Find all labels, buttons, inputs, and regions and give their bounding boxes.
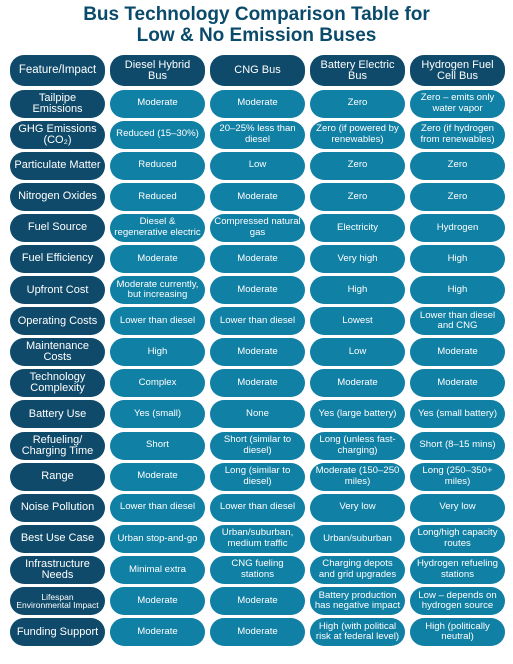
table-cell: Charging depots and grid upgrades <box>310 555 405 584</box>
table-cell: Moderate <box>210 338 305 367</box>
table-cell: Moderate <box>210 587 305 615</box>
table-cell: Moderate currently, but increasing <box>110 276 205 305</box>
table-cell: Lower than diesel <box>110 493 205 522</box>
row-label: Range <box>10 462 105 491</box>
table-cell: Zero <box>410 151 505 180</box>
table-cell: Urban stop-and-go <box>110 524 205 553</box>
table-cell: Yes (small battery) <box>410 400 505 429</box>
table-cell: Zero <box>310 151 405 180</box>
table-cell: High (with political risk at federal lev… <box>310 618 405 647</box>
header-cng: CNG Bus <box>210 55 305 86</box>
row-label: Particulate Matter <box>10 151 105 180</box>
table-cell: Zero – emits only water vapor <box>410 89 505 118</box>
comparison-table: Feature/Impact Diesel Hybrid Bus CNG Bus… <box>10 55 505 649</box>
table-cell: Moderate <box>210 618 305 647</box>
table-cell: Moderate <box>110 89 205 118</box>
row-label: Tailpipe Emissions <box>10 89 105 118</box>
table-cell: Diesel & regenerative electric <box>110 213 205 242</box>
table-cell: Reduced (15–30%) <box>110 120 205 149</box>
table-cell: Short (similar to diesel) <box>210 431 305 460</box>
table-cell: Moderate <box>310 369 405 398</box>
table-cell: High <box>310 276 405 305</box>
row-label: Fuel Source <box>10 213 105 242</box>
table-cell: Zero <box>310 182 405 211</box>
table-cell: Complex <box>110 369 205 398</box>
row-label: Operating Costs <box>10 307 105 336</box>
table-cell: Low <box>310 338 405 367</box>
table-cell: Lower than diesel and CNG <box>410 307 505 336</box>
table-cell: Moderate <box>110 587 205 615</box>
page-title: Bus Technology Comparison Table for Low … <box>0 4 513 46</box>
table-cell: Reduced <box>110 151 205 180</box>
row-label: Battery Use <box>10 400 105 429</box>
table-cell: Minimal extra <box>110 555 205 584</box>
header-diesel-hybrid: Diesel Hybrid Bus <box>110 55 205 86</box>
row-label: Technology Complexity <box>10 369 105 398</box>
table-cell: Short <box>110 431 205 460</box>
table-cell: Lowest <box>310 307 405 336</box>
table-cell: CNG fueling stations <box>210 555 305 584</box>
table-cell: Moderate (150–250 miles) <box>310 462 405 491</box>
header-battery-electric: Battery Electric Bus <box>310 55 405 86</box>
table-cell: Urban/suburban <box>310 524 405 553</box>
row-label: Infrastructure Needs <box>10 555 105 584</box>
table-cell: Zero <box>410 182 505 211</box>
table-cell: Moderate <box>210 89 305 118</box>
table-cell: Zero <box>310 89 405 118</box>
table-cell: Yes (small) <box>110 400 205 429</box>
row-label: Refueling/ Charging Time <box>10 431 105 460</box>
table-cell: High <box>410 244 505 273</box>
row-label: Noise Pollution <box>10 493 105 522</box>
table-cell: None <box>210 400 305 429</box>
table-cell: Moderate <box>210 369 305 398</box>
table-cell: Lower than diesel <box>110 307 205 336</box>
table-cell: Electricity <box>310 213 405 242</box>
table-cell: Low <box>210 151 305 180</box>
table-cell: Hydrogen refueling stations <box>410 555 505 584</box>
table-cell: Lower than diesel <box>210 493 305 522</box>
table-cell: Moderate <box>210 244 305 273</box>
header-hydrogen-fuel-cell: Hydrogen Fuel Cell Bus <box>410 55 505 86</box>
row-label: Fuel Efficiency <box>10 244 105 273</box>
table-cell: Battery production has negative impact <box>310 587 405 615</box>
row-label: Funding Support <box>10 618 105 647</box>
table-cell: Long (unless fast-charging) <box>310 431 405 460</box>
table-cell: High <box>410 276 505 305</box>
row-label: Nitrogen Oxides <box>10 182 105 211</box>
table-cell: Lower than diesel <box>210 307 305 336</box>
table-cell: Moderate <box>110 462 205 491</box>
row-label: Upfront Cost <box>10 276 105 305</box>
table-cell: Zero (if powered by renewables) <box>310 120 405 149</box>
table-cell: Hydrogen <box>410 213 505 242</box>
table-cell: Compressed natural gas <box>210 213 305 242</box>
table-cell: Long/high capacity routes <box>410 524 505 553</box>
table-cell: Moderate <box>210 276 305 305</box>
table-cell: Low – depends on hydrogen source <box>410 587 505 615</box>
table-cell: Very low <box>410 493 505 522</box>
title-line-1: Bus Technology Comparison Table for <box>83 4 430 25</box>
row-label: Best Use Case <box>10 524 105 553</box>
row-label: Lifespan Environmental Impact <box>10 587 105 615</box>
table-cell: Very low <box>310 493 405 522</box>
table-cell: 20–25% less than diesel <box>210 120 305 149</box>
table-cell: Short (8–15 mins) <box>410 431 505 460</box>
table-cell: Zero (if hydrogen from renewables) <box>410 120 505 149</box>
table-cell: Moderate <box>110 244 205 273</box>
row-label: Maintenance Costs <box>10 338 105 367</box>
table-cell: Moderate <box>410 338 505 367</box>
table-cell: Moderate <box>110 618 205 647</box>
table-cell: High (politically neutral) <box>410 618 505 647</box>
title-line-2: Low & No Emission Buses <box>136 25 377 46</box>
table-cell: High <box>110 338 205 367</box>
table-cell: Yes (large battery) <box>310 400 405 429</box>
row-label: GHG Emissions (CO₂) <box>10 120 105 149</box>
header-feature: Feature/Impact <box>10 55 105 86</box>
table-cell: Very high <box>310 244 405 273</box>
table-cell: Urban/suburban, medium traffic <box>210 524 305 553</box>
table-cell: Moderate <box>410 369 505 398</box>
table-cell: Reduced <box>110 182 205 211</box>
table-cell: Long (250–350+ miles) <box>410 462 505 491</box>
table-cell: Long (similar to diesel) <box>210 462 305 491</box>
table-cell: Moderate <box>210 182 305 211</box>
